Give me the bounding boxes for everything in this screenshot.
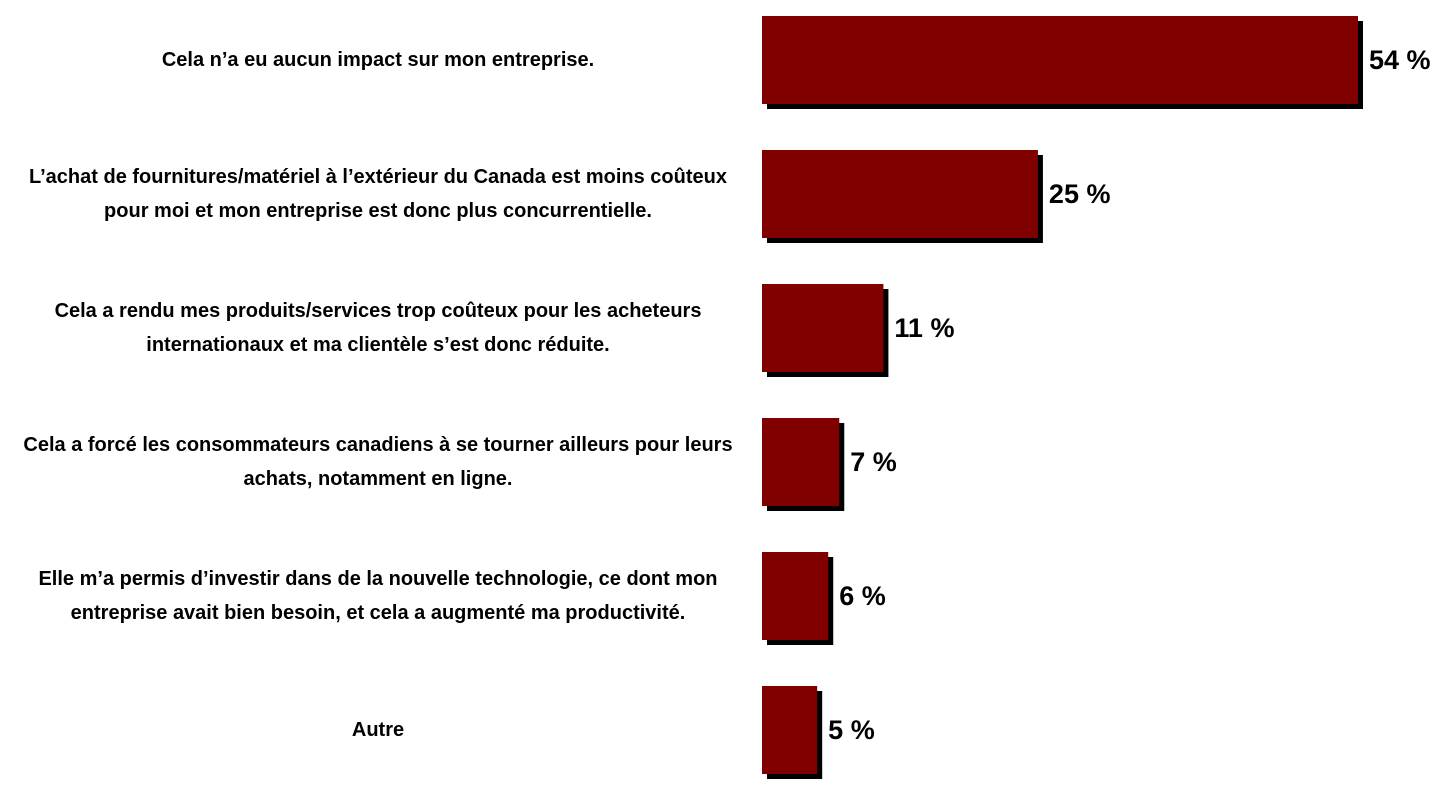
bar bbox=[762, 418, 840, 506]
category-text: Autre bbox=[351, 719, 405, 741]
category-text: Elle m’a permis d’investir dans de la no… bbox=[38, 568, 718, 624]
category-label: Cela a forcé les consommateurs canadiens… bbox=[12, 398, 744, 526]
value-label: 54 % bbox=[1369, 45, 1431, 75]
category-label: Cela n’a eu aucun impact sur mon entrepr… bbox=[12, 0, 744, 124]
bar bbox=[762, 552, 829, 640]
category-text: L’achat de fournitures/matériel à l’exté… bbox=[29, 166, 727, 222]
category-text: Cela a rendu mes produits/services trop … bbox=[54, 300, 702, 356]
category-text: Cela a forcé les consommateurs canadiens… bbox=[23, 434, 733, 490]
bar bbox=[762, 686, 818, 774]
category-label: Cela a rendu mes produits/services trop … bbox=[12, 264, 744, 392]
category-label: Elle m’a permis d’investir dans de la no… bbox=[12, 532, 744, 660]
value-label: 6 % bbox=[839, 581, 886, 611]
value-label: 11 % bbox=[894, 313, 954, 343]
value-label: 7 % bbox=[850, 447, 897, 477]
category-label: Autre bbox=[12, 666, 744, 794]
value-label: 5 % bbox=[828, 715, 875, 745]
category-label: L’achat de fournitures/matériel à l’exté… bbox=[12, 130, 744, 258]
category-text: Cela n’a eu aucun impact sur mon entrepr… bbox=[161, 49, 595, 71]
bar bbox=[762, 284, 884, 372]
bar bbox=[762, 150, 1038, 238]
bar bbox=[762, 16, 1358, 104]
value-label: 25 % bbox=[1049, 179, 1111, 209]
